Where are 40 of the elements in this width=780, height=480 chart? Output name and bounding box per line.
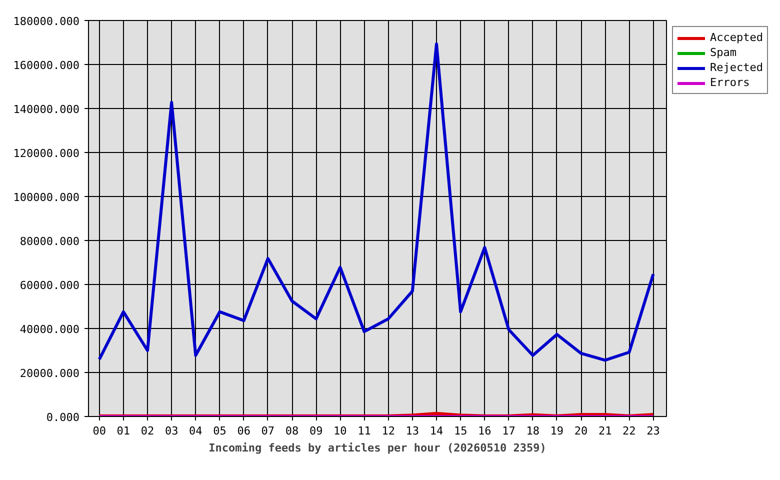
x-tick-label: 07 xyxy=(261,424,275,438)
legend-label: Errors xyxy=(710,76,750,89)
x-tick-label: 15 xyxy=(454,424,468,438)
x-tick-label: 19 xyxy=(550,424,564,438)
x-axis-title: Incoming feeds by articles per hour (20260510 2359) xyxy=(208,442,546,454)
y-tick-label: 40000.000 xyxy=(20,323,80,336)
legend-label: Accepted xyxy=(710,31,763,44)
x-tick-label: 02 xyxy=(140,424,154,438)
line-series xyxy=(98,42,655,362)
x-tick-label: 22 xyxy=(622,424,636,438)
x-tick-label: 11 xyxy=(358,424,371,438)
x-tick-label: 23 xyxy=(646,424,660,438)
x-tick-label: 16 xyxy=(478,424,492,438)
x-tick-label: 01 xyxy=(116,424,130,438)
x-tick-label: 21 xyxy=(598,424,612,438)
y-tick-label: 20000.000 xyxy=(20,367,80,380)
y-tick-label: 180000.000 xyxy=(13,15,80,28)
x-tick-label: 09 xyxy=(309,424,323,438)
x-tick-label: 06 xyxy=(237,424,250,438)
y-tick-label: 60000.000 xyxy=(20,279,80,292)
x-tick-label: 12 xyxy=(382,424,395,438)
y-tick-label: 140000.000 xyxy=(13,103,80,116)
y-tick-label: 100000.000 xyxy=(13,191,80,204)
legend-label: Spam xyxy=(710,46,736,59)
x-tick-label: 17 xyxy=(502,424,516,438)
x-tick-label: 14 xyxy=(430,424,444,438)
x-tick-label: 10 xyxy=(334,424,347,438)
x-tick-label: 00 xyxy=(92,424,106,438)
x-tick-label: 13 xyxy=(406,424,420,438)
x-tick-label: 05 xyxy=(213,424,226,438)
x-tick-label: 04 xyxy=(189,424,203,438)
x-tick-label: 08 xyxy=(285,424,299,438)
y-tick-label: 120000.000 xyxy=(13,147,80,160)
y-tick-label: 80000.000 xyxy=(20,235,80,248)
x-tick-label: 18 xyxy=(526,424,540,438)
x-tick-label: 03 xyxy=(164,424,178,438)
x-tick-label: 20 xyxy=(574,424,588,438)
legend-label: Rejected xyxy=(710,61,763,74)
y-tick-label: 160000.000 xyxy=(13,59,80,72)
y-tick-label: 0.000 xyxy=(46,411,80,424)
